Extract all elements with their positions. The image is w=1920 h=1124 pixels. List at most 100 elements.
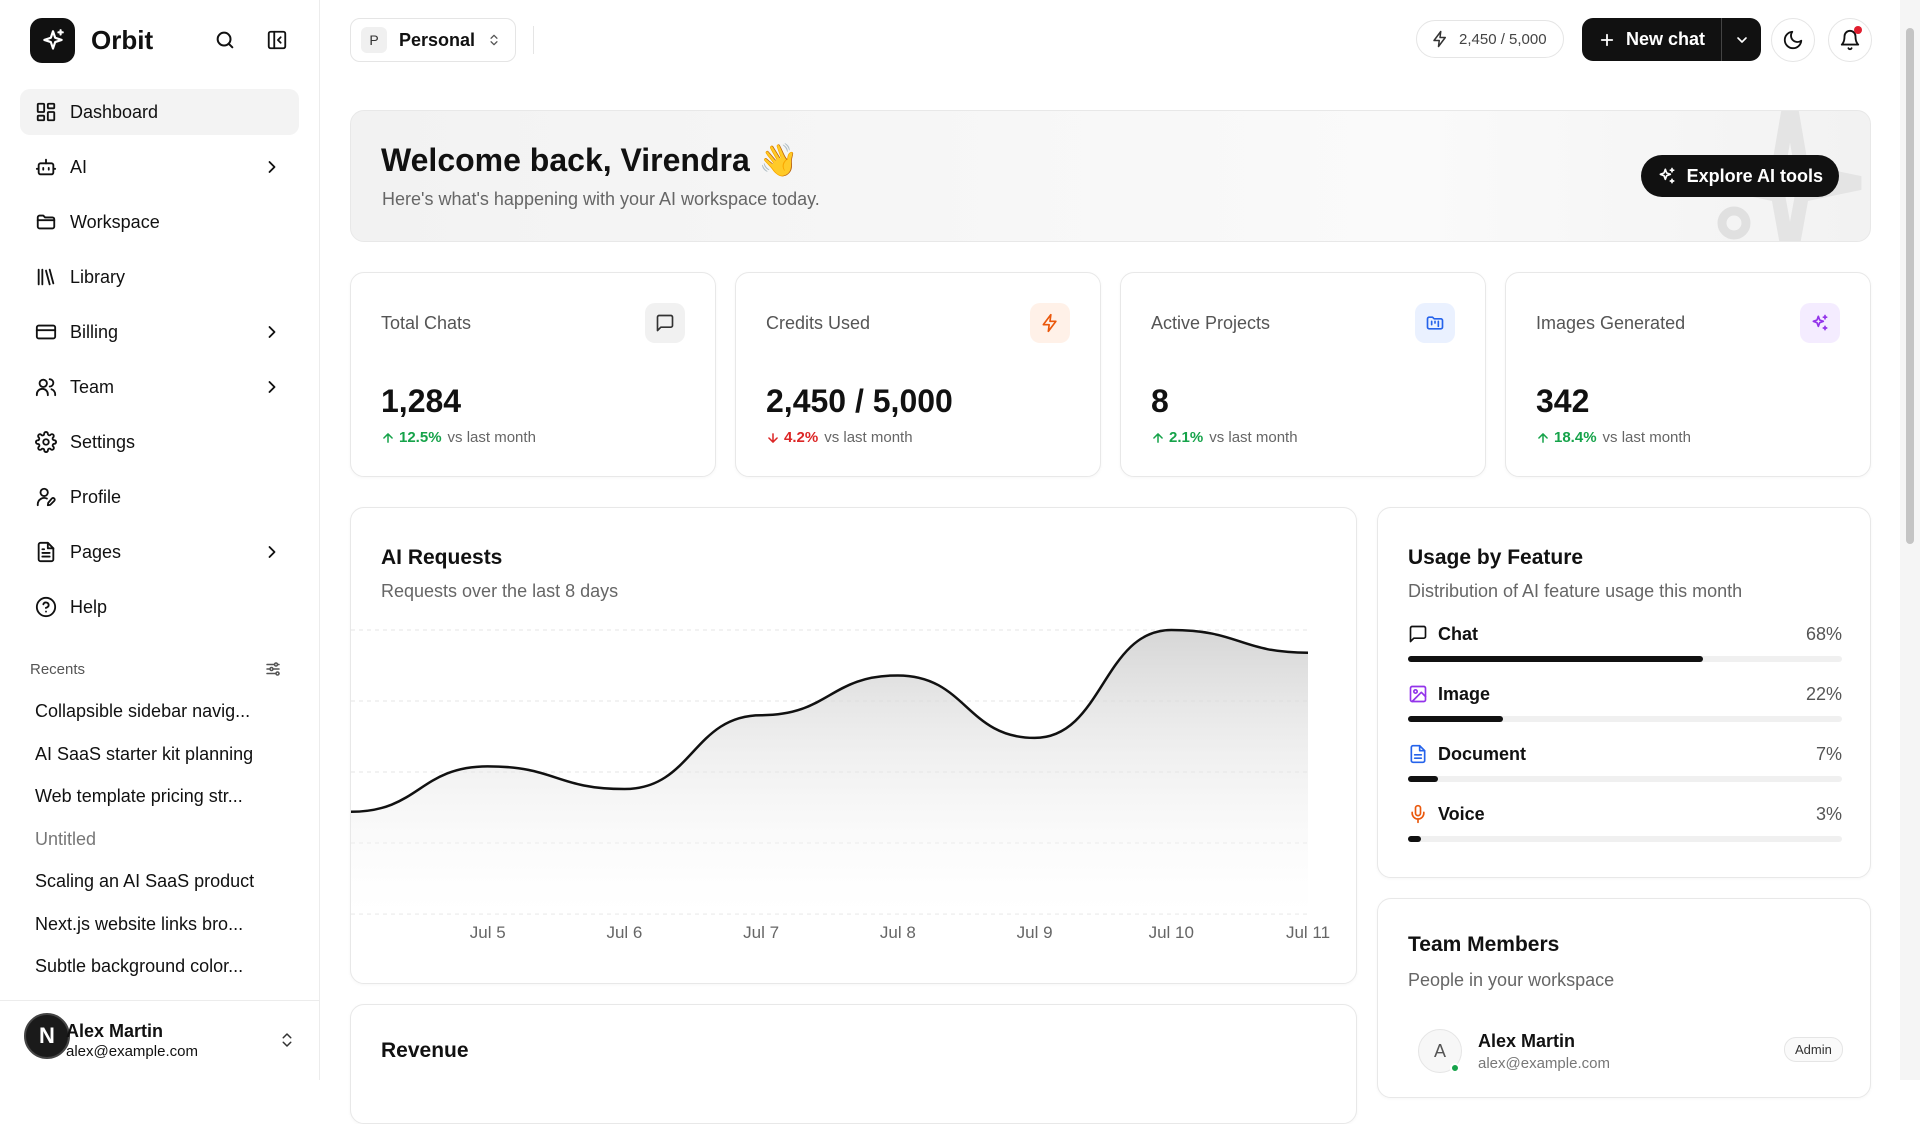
bell-icon	[1840, 30, 1860, 51]
explore-label: Explore AI tools	[1686, 165, 1823, 186]
sidebar: Orbit Dashboard AI Workspace Library Billing…	[0, 0, 320, 1080]
feature-voice: Voice 3%	[1408, 802, 1842, 842]
sidebar-item-profile[interactable]: Profile	[20, 474, 299, 520]
user-menu[interactable]: N Alex Martin alex@example.com	[0, 1000, 320, 1080]
workspace-switcher[interactable]: P Personal	[350, 18, 517, 62]
recent-item[interactable]: Web template pricing str...	[35, 786, 243, 806]
sidebar-item-label: Dashboard	[70, 101, 159, 122]
sidebar-item-label: Billing	[70, 321, 119, 342]
stat-label: Total Chats	[381, 313, 472, 333]
search-icon[interactable]	[212, 27, 238, 53]
ai-requests-chart: Jul 5 Jul 6 Jul 7 Jul 8 Jul 9 Jul 10 Jul 11	[351, 627, 1330, 942]
topbar: P Personal 2,450 / 5,000 New chat	[320, 0, 1900, 80]
feature-name: Document	[1438, 743, 1527, 764]
feature-progress-track	[1408, 716, 1842, 722]
stat-value: 2,450 / 5,000	[766, 383, 953, 419]
feature-chat: Chat 68%	[1408, 622, 1842, 662]
stat-delta: 18.4% vs last month	[1536, 429, 1691, 446]
recents-title: Recents	[30, 660, 86, 678]
recent-item[interactable]: Next.js website links bro...	[35, 913, 244, 934]
message-square-icon	[1408, 624, 1428, 644]
series-line	[351, 628, 1309, 814]
feature-name: Image	[1438, 683, 1491, 704]
sidebar-item-library[interactable]: Library	[20, 254, 299, 300]
credits-value: 2,450 / 5,000	[1459, 30, 1547, 48]
stat-delta-value: 2.1%	[1169, 429, 1204, 446]
data-point[interactable]	[895, 672, 901, 678]
x-tick-label: Jul 11	[1286, 923, 1330, 942]
online-status-dot	[1450, 1063, 1460, 1073]
sidebar-item-settings[interactable]: Settings	[20, 419, 299, 465]
data-point[interactable]	[758, 712, 764, 718]
feature-progress-fill	[1408, 776, 1439, 782]
credit-card-icon	[34, 320, 58, 344]
new-chat-button[interactable]: New chat	[1582, 18, 1721, 61]
stat-delta-suffix: vs last month	[1209, 429, 1298, 446]
recent-item[interactable]: Subtle background color...	[35, 956, 244, 976]
avatar: N	[24, 1013, 70, 1059]
feature-progress-track	[1408, 836, 1842, 842]
area-fill	[351, 630, 1308, 914]
sidebar-item-help[interactable]: Help	[20, 584, 299, 630]
sidebar-item-label: Settings	[70, 431, 136, 452]
data-point[interactable]	[1032, 735, 1038, 741]
zap-icon	[1030, 303, 1070, 343]
stat-delta-value: 4.2%	[784, 429, 819, 446]
user-name: Alex Martin	[66, 1021, 164, 1041]
feature-progress-fill	[1408, 716, 1504, 722]
data-point[interactable]	[621, 786, 627, 792]
filter-settings-icon[interactable]	[264, 660, 282, 678]
sidebar-item-pages[interactable]: Pages	[20, 529, 299, 575]
sidebar-item-ai[interactable]: AI	[20, 144, 299, 190]
chevrons-up-down-icon[interactable]	[278, 1031, 296, 1049]
chevrons-up-down-icon	[487, 32, 501, 48]
stat-label: Active Projects	[1151, 313, 1271, 333]
stat-delta-suffix: vs last month	[1602, 429, 1691, 446]
feature-progress-fill	[1408, 836, 1422, 842]
data-point[interactable]	[485, 763, 491, 769]
recent-item[interactable]: Untitled	[35, 828, 97, 849]
chevron-right-icon	[261, 541, 283, 563]
sidebar-toggle-icon[interactable]	[264, 27, 290, 53]
sidebar-item-label: AI	[70, 156, 88, 177]
zap-icon	[1433, 30, 1446, 48]
welcome-subtitle: Here's what's happening with your AI wor…	[382, 189, 820, 209]
chart-title: AI Requests	[381, 546, 503, 569]
x-tick-label: Jul 7	[743, 923, 779, 942]
sidebar-item-workspace[interactable]: Workspace	[20, 199, 299, 245]
new-chat-dropdown-button[interactable]	[1721, 18, 1761, 61]
stat-card-active-projects: Active Projects 8 2.1% vs last month	[1120, 272, 1486, 477]
stat-value: 8	[1151, 383, 1169, 419]
stat-delta-value: 18.4%	[1554, 429, 1597, 446]
theme-toggle-button[interactable]	[1771, 18, 1815, 62]
usage-subtitle: Distribution of AI feature usage this mo…	[1408, 581, 1743, 601]
member-name: Alex Martin	[1478, 1031, 1576, 1051]
notifications-button[interactable]	[1828, 18, 1872, 62]
feature-progress-track	[1408, 656, 1842, 662]
stat-value: 342	[1536, 383, 1590, 419]
sidebar-item-billing[interactable]: Billing	[20, 309, 299, 355]
recent-item[interactable]: Scaling an AI SaaS product	[35, 871, 255, 891]
notification-dot	[1854, 26, 1862, 34]
recent-item[interactable]: AI SaaS starter kit planning	[35, 743, 254, 764]
sidebar-item-dashboard[interactable]: Dashboard	[20, 89, 299, 135]
sidebar-item-label: Library	[70, 266, 126, 287]
recent-item[interactable]: Collapsible sidebar navig...	[35, 701, 251, 721]
explore-ai-tools-button[interactable]: Explore AI tools	[1640, 155, 1839, 197]
sidebar-item-label: Profile	[70, 486, 122, 507]
brand[interactable]: Orbit	[30, 18, 153, 63]
data-point[interactable]	[1305, 650, 1311, 656]
divider	[533, 26, 534, 54]
scrollbar-thumb[interactable]	[1906, 28, 1914, 544]
sidebar-nav: Dashboard AI Workspace Library Billing Team Se…	[20, 89, 299, 639]
sparkles-icon	[1800, 303, 1840, 343]
chevron-down-icon	[1736, 36, 1747, 43]
image-icon	[1408, 684, 1428, 704]
stat-card-images-generated: Images Generated 342 18.4% vs last month	[1505, 272, 1871, 477]
data-point[interactable]	[1168, 627, 1174, 633]
plus-icon	[1600, 33, 1614, 46]
stat-value: 1,284	[381, 383, 462, 419]
credits-badge[interactable]: 2,450 / 5,000	[1416, 20, 1564, 58]
stat-label: Images Generated	[1536, 313, 1686, 333]
sidebar-item-team[interactable]: Team	[20, 364, 299, 410]
